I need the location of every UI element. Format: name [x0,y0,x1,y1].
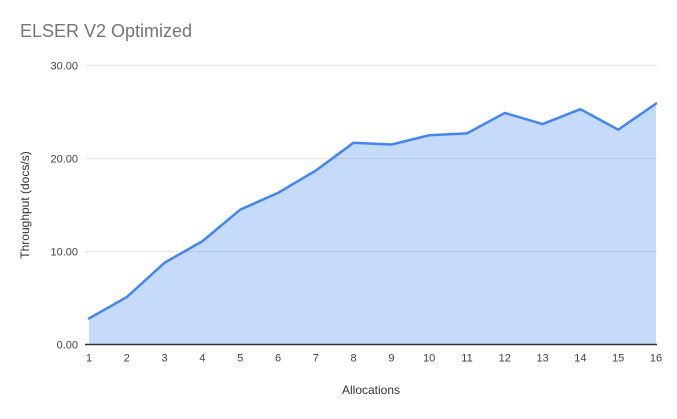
x-tick-label: 9 [388,353,394,365]
x-tick-label: 3 [162,353,168,365]
area-fill [89,103,656,345]
x-tick-label: 1 [86,353,92,365]
x-tick-label: 13 [536,353,548,365]
chart-title: ELSER V2 Optimized [20,21,193,41]
y-tick-label: 10.00 [50,247,78,259]
y-axis-title: Throughput (docs/s) [18,151,32,259]
x-tick-label: 12 [499,353,511,365]
x-tick-label: 14 [574,353,586,365]
y-tick-label: 0.00 [57,340,78,352]
x-axis-title: Allocations [341,383,401,397]
series-line [87,102,658,320]
x-tick-label: 2 [124,353,130,365]
x-tick-label: 6 [275,353,281,365]
x-tick-label: 16 [650,353,662,365]
x-tick-label: 4 [199,353,205,365]
y-tick-label: 20.00 [50,154,78,166]
x-tick-label: 8 [351,353,357,365]
x-tick-label: 5 [237,353,243,365]
y-tick-label: 30.00 [50,61,78,73]
x-tick-label: 15 [612,353,624,365]
x-tick-label: 10 [423,353,435,365]
x-tick-label: 11 [461,353,472,365]
x-tick-label: 7 [313,353,319,365]
